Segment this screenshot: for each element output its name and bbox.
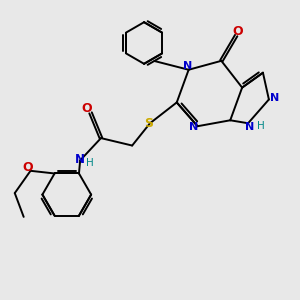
Text: N: N [245,122,254,132]
Text: N: N [189,122,199,132]
Text: N: N [182,61,192,71]
Text: H: H [86,158,94,168]
Text: N: N [75,153,85,166]
Text: H: H [257,121,264,130]
Text: S: S [144,117,153,130]
Text: O: O [82,102,92,115]
Text: O: O [23,161,34,174]
Text: O: O [232,25,243,38]
Text: N: N [270,93,279,103]
